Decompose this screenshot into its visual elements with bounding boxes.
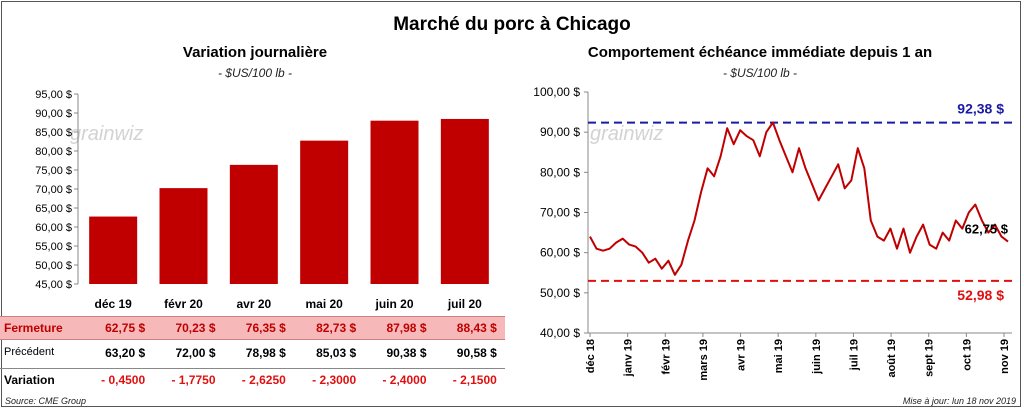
price-line [589, 121, 1009, 276]
bar-y-tick-label: 60,00 $ [35, 222, 72, 234]
line-y-tick-label: 80,00 $ [540, 165, 580, 179]
bar [159, 188, 208, 284]
left-unit: - $US/100 lb - [217, 66, 293, 80]
last-value-label: 62,75 $ [965, 222, 1009, 237]
fermeture-cell: 87,98 $ [386, 321, 427, 335]
line-x-tick-label: déc 18 [585, 339, 597, 373]
left-subtitle: Variation journalière [182, 44, 328, 61]
line-x-tick-label: juin 19 [811, 339, 823, 375]
variation-cell: - 1,7750 [171, 373, 216, 387]
line-y-tick-label: 60,00 $ [540, 246, 580, 260]
right-unit: - $US/100 lb - [722, 66, 798, 80]
line-chart: grainwiz 40,00 $ 50,00 $ 60,00 $ 70,00 $ 80,0… [533, 85, 1012, 381]
bar-y-tick-label: 90,00 $ [35, 108, 72, 120]
bar-y-tick-label: 95,00 $ [35, 89, 72, 101]
line-y-tick-label: 40,00 $ [540, 326, 580, 340]
line-x-tick-label: oct 19 [961, 339, 973, 371]
bar-x-label: avr 20 [236, 297, 271, 311]
bar-y-tick-label: 75,00 $ [35, 165, 72, 177]
source-note: Source: CME Group [5, 396, 87, 406]
bar-x-label: mai 20 [305, 297, 343, 311]
fermeture-cell: 62,75 $ [105, 321, 146, 335]
precedent-cell: 72,00 $ [175, 346, 216, 360]
variation-cell: - 2,6250 [241, 373, 286, 387]
bar-y-tick-label: 85,00 $ [35, 127, 72, 139]
bar-y-tick-label: 65,00 $ [35, 203, 72, 215]
bar-x-label: févr 20 [164, 297, 203, 311]
watermark-right: grainwiz [590, 123, 663, 145]
precedent-label: Précédent [4, 346, 55, 358]
line-x-tick-label: août 19 [886, 339, 898, 378]
main-title: Marché du porc à Chicago [393, 14, 631, 35]
variation-cell: - 2,3000 [312, 373, 357, 387]
line-x-tick-label: avr 19 [736, 339, 748, 371]
variation-cell: - 0,4500 [101, 373, 146, 387]
bar [440, 118, 489, 284]
precedent-cell: 90,58 $ [456, 346, 497, 360]
line-x-tick-label: janv 19 [623, 339, 635, 377]
variation-row: Variation - 0,4500 - 1,7750 - 2,6250 - 2,30… [0, 368, 505, 391]
bar-x-label: juil 20 [447, 297, 482, 311]
line-y-tick-label: 70,00 $ [540, 206, 580, 220]
line-y-tick-label: 90,00 $ [540, 125, 580, 139]
line-x-tick-label: mai 19 [773, 339, 785, 373]
variation-label: Variation [4, 373, 55, 387]
precedent-cell: 63,20 $ [105, 346, 146, 360]
bar [300, 140, 349, 284]
precedent-cell: 90,38 $ [386, 346, 427, 360]
bar [89, 216, 138, 284]
bar-x-label: déc 19 [94, 297, 132, 311]
fermeture-label: Fermeture [4, 321, 63, 335]
precedent-cell: 78,98 $ [245, 346, 286, 360]
line-x-tick-label: juil 19 [848, 339, 860, 371]
low-label: 52,98 $ [957, 287, 1004, 303]
line-x-tick-label: mars 19 [698, 339, 710, 381]
bar-y-tick-label: 80,00 $ [35, 146, 72, 158]
variation-cell: - 2,4000 [382, 373, 427, 387]
fermeture-row: Fermeture 62,75 $ 70,23 $ 76,35 $ 82,73 $ 87… [0, 316, 505, 340]
variation-cell: - 2,1500 [452, 373, 497, 387]
right-subtitle: Comportement échéance immédiate depuis 1… [587, 44, 933, 61]
line-x-tick-label: sept 19 [924, 339, 936, 377]
line-x-tick-label: nov 19 [999, 339, 1011, 374]
precedent-cell: 85,03 $ [316, 346, 357, 360]
fermeture-cell: 76,35 $ [245, 321, 286, 335]
watermark-left: grainwiz [70, 123, 143, 145]
bar-chart: grainwiz 45,00 $ 50,00 $ 55,00 $ 60,00 $ 65,0… [35, 89, 489, 311]
line-x-tick-label: févr 19 [660, 339, 672, 374]
fermeture-cell: 82,73 $ [316, 321, 357, 335]
update-note: Mise à jour: lun 18 nov 2019 [902, 396, 1016, 406]
fermeture-cell: 70,23 $ [175, 321, 216, 335]
bar-y-tick-label: 45,00 $ [35, 279, 72, 291]
bar [370, 120, 419, 284]
high-label: 92,38 $ [957, 101, 1004, 117]
bar-y-tick-label: 55,00 $ [35, 241, 72, 253]
bar-y-tick-label: 70,00 $ [35, 184, 72, 196]
line-y-tick-label: 50,00 $ [540, 286, 580, 300]
bar-y-tick-label: 50,00 $ [35, 260, 72, 272]
fermeture-cell: 88,43 $ [456, 321, 497, 335]
bar-x-label: juin 20 [374, 297, 413, 311]
bar [229, 164, 278, 284]
line-y-tick-label: 100,00 $ [533, 85, 580, 99]
precedent-row: Précédent 63,20 $ 72,00 $ 78,98 $ 85,03 $ 90… [0, 342, 505, 364]
